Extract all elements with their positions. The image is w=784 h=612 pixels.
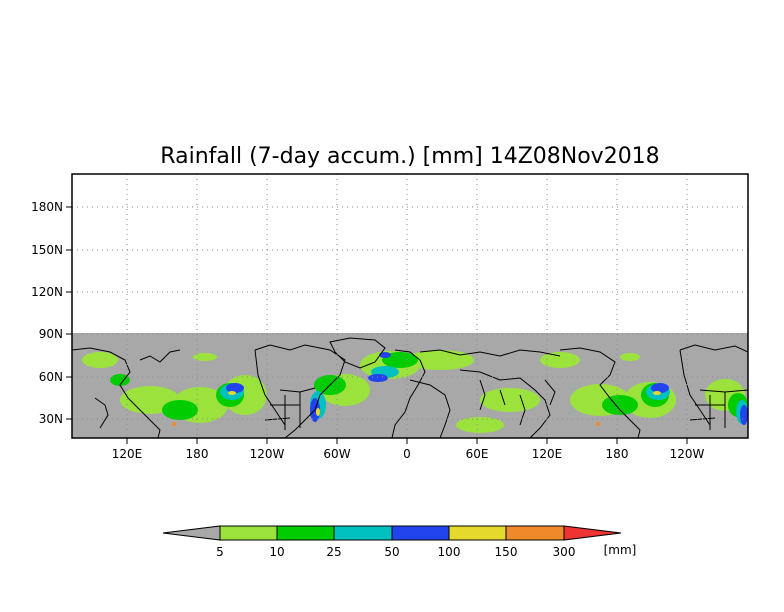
lat-label: 180N	[31, 200, 63, 214]
map-title: Rainfall (7-day accum.) [mm] 14Z08Nov201…	[160, 144, 659, 169]
colorbar-tick-label: 10	[269, 545, 284, 559]
lon-label: 180	[606, 447, 629, 461]
lon-label: 60E	[466, 447, 489, 461]
lat-label: 30N	[39, 412, 63, 426]
colorbar-segment	[333, 525, 393, 541]
lon-ticks	[126, 438, 688, 444]
colorbar-low-triangle	[162, 525, 221, 541]
rainfall-patches	[82, 350, 748, 433]
colorbar-tick-label: 25	[326, 545, 341, 559]
lon-label: 0	[403, 447, 411, 461]
lat-label: 120N	[31, 285, 63, 299]
lon-label: 60W	[323, 447, 350, 461]
lon-label: 180	[186, 447, 209, 461]
lat-label: 150N	[31, 243, 63, 257]
lon-label: 120E	[112, 447, 143, 461]
colorbar-high-triangle	[563, 525, 622, 541]
colorbar-tick-label: 5	[216, 545, 224, 559]
lon-label: 120W	[670, 447, 705, 461]
colorbar-tick-label: 300	[553, 545, 576, 559]
colorbar-segment	[448, 525, 507, 541]
lon-label: 120W	[250, 447, 285, 461]
colorbar: 5 10 25 50 100 150 300 [mm]	[162, 525, 637, 559]
colorbar-tick-label: 50	[384, 545, 399, 559]
colorbar-tick-label: 100	[438, 545, 461, 559]
map-frame	[71, 173, 749, 439]
colorbar-segment	[219, 525, 278, 541]
colorbar-segment	[276, 525, 335, 541]
graticule	[72, 174, 748, 438]
coastlines	[72, 337, 748, 438]
map-content	[72, 333, 748, 438]
colorbar-segment	[505, 525, 565, 541]
colorbar-segment	[391, 525, 450, 541]
colorbar-unit: [mm]	[604, 543, 637, 557]
lon-labels: 120E 180 120W 60W 0 60E 120E 180 120W	[112, 447, 705, 461]
lat-label: 90N	[39, 327, 63, 341]
colorbar-tick-label: 150	[495, 545, 518, 559]
lat-labels: 180N 150N 120N 90N 60N 30N	[31, 200, 63, 426]
lat-label: 60N	[39, 370, 63, 384]
lat-ticks	[66, 206, 72, 420]
lon-label: 120E	[532, 447, 563, 461]
